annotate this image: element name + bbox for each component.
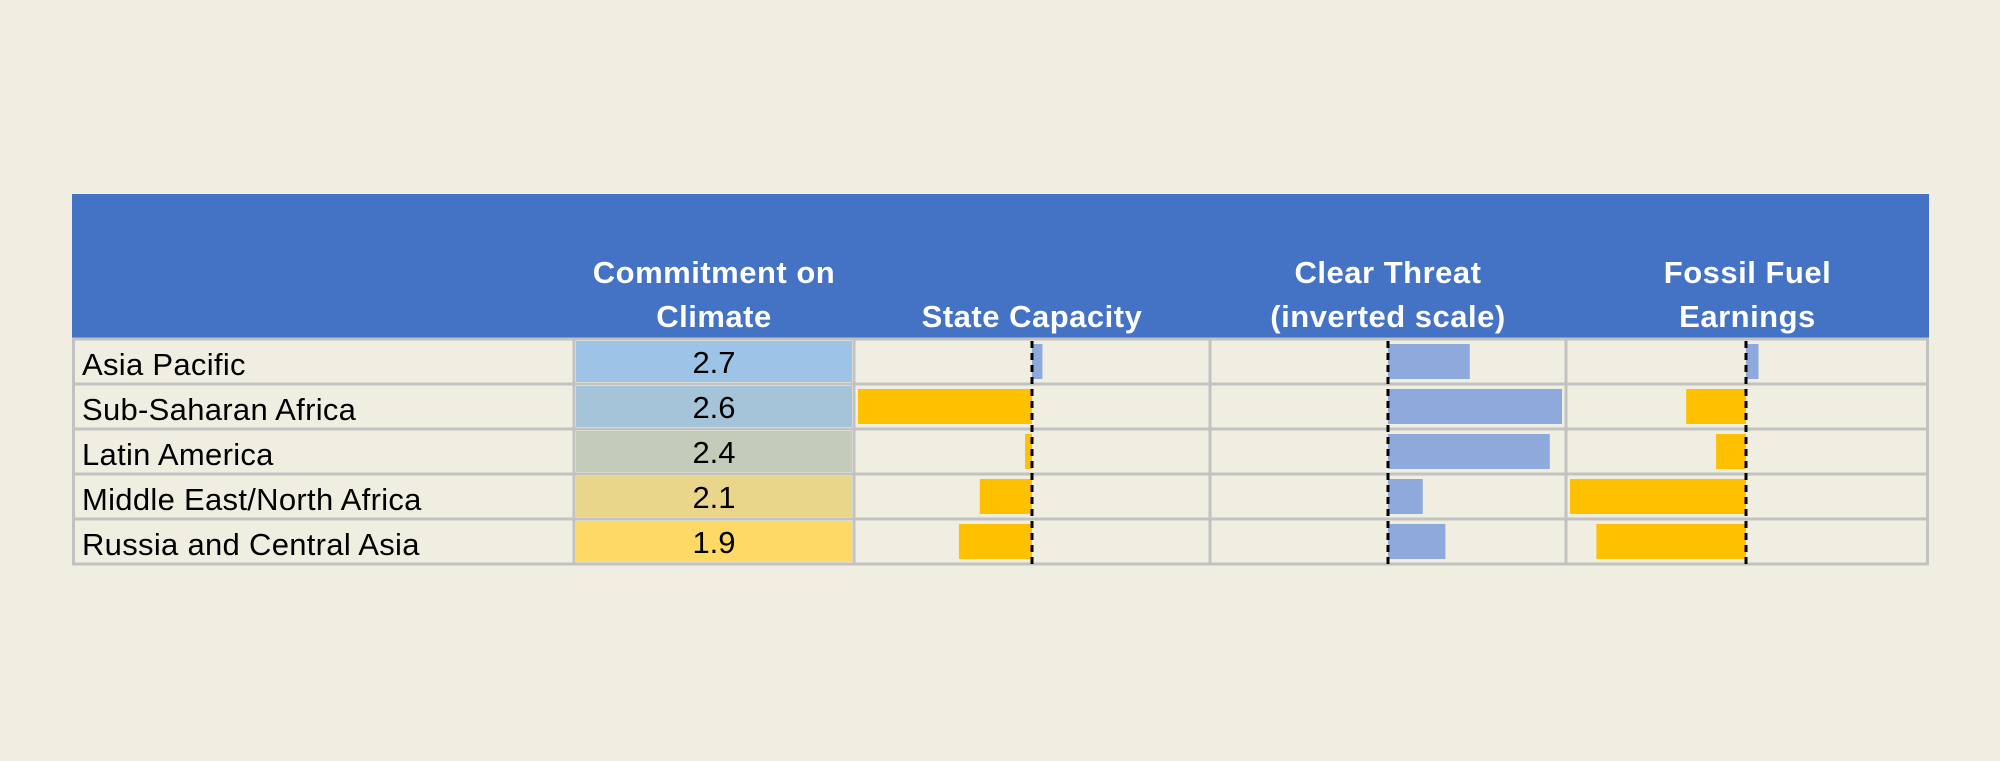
state_capacity-bar: [958, 524, 1032, 559]
bar-grid: [72, 337, 1929, 566]
clear_threat-bar: [1388, 434, 1550, 469]
header-fossil-fuel-earnings: Fossil Fuel Earnings: [1663, 255, 1832, 334]
state_capacity-bar: [858, 389, 1032, 424]
commitment-score-middle-east-north-africa: 2.1: [692, 480, 736, 515]
commitment-cell-fill: [576, 476, 852, 517]
state_capacity-bar: [1032, 344, 1043, 379]
fossil_fuel-bar: [1686, 389, 1746, 424]
commitment-cell-fill: [576, 521, 852, 562]
commitment-score-asia-pacific: 2.7: [692, 345, 736, 380]
row-label-russia-central-asia: Russia and Central Asia: [82, 527, 420, 562]
row-label-latin-america: Latin America: [82, 437, 274, 472]
row-label-middle-east-north-africa: Middle East/North Africa: [82, 482, 422, 517]
header-state-capacity: State Capacity: [921, 299, 1143, 334]
commitment-score-sub-saharan-africa: 2.6: [692, 390, 736, 425]
commitment-score-latin-america: 2.4: [692, 435, 736, 470]
commitment-cell-fill: [576, 386, 852, 427]
commitment-cell-fill: [576, 431, 852, 472]
commitment-score-russia-central-asia: 1.9: [692, 525, 736, 560]
fossil_fuel-bar: [1596, 524, 1746, 559]
commitment-cell-fill: [576, 341, 852, 382]
clear_threat-bar: [1388, 344, 1470, 379]
fossil_fuel-bar: [1716, 434, 1746, 469]
header-commitment-on-climate: Commitment on Climate: [592, 255, 836, 334]
row-label-asia-pacific: Asia Pacific: [82, 347, 246, 382]
clear_threat-bar: [1388, 479, 1423, 514]
region-scores-table: Commitment on Climate State Capacity Cle…: [72, 194, 1929, 566]
fossil_fuel-bar: [1570, 479, 1746, 514]
row-label-sub-saharan-africa: Sub-Saharan Africa: [82, 392, 357, 427]
fossil_fuel-bar: [1746, 344, 1759, 379]
state_capacity-bar: [979, 479, 1032, 514]
state_capacity-bar: [1025, 434, 1032, 469]
table-header: [72, 194, 1929, 339]
clear_threat-bar: [1388, 524, 1446, 559]
header-clear-threat: Clear Threat (inverted scale): [1270, 255, 1506, 334]
clear_threat-bar: [1388, 389, 1562, 424]
